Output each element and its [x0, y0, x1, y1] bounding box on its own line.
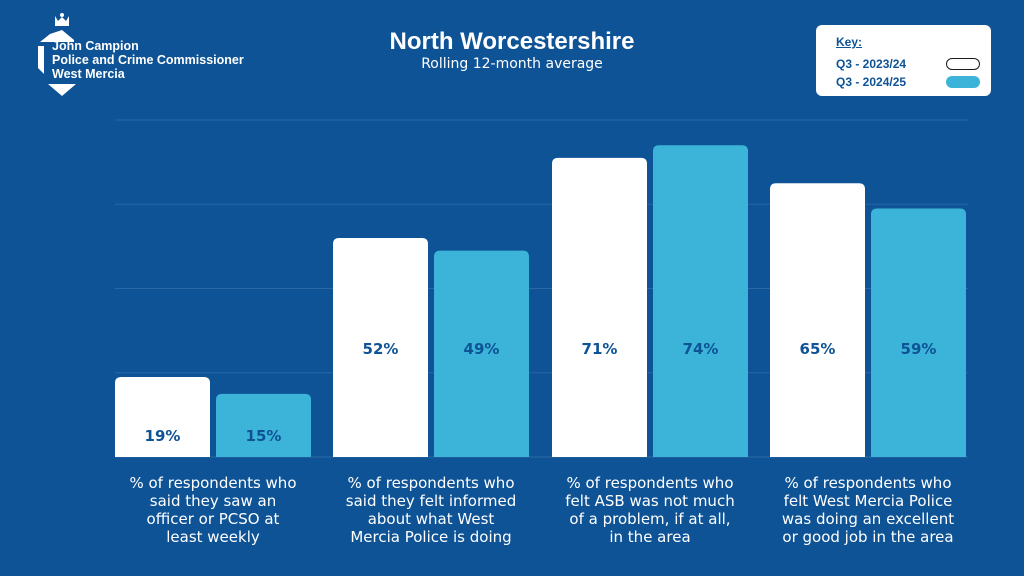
bar-2023-24-4	[770, 183, 865, 457]
bar-2024-25-2	[434, 250, 529, 457]
category-label-line: was doing an excellent	[781, 510, 955, 528]
legend-label-2024: Q3 - 2024/25	[836, 75, 907, 89]
category-label-line: % of respondents who	[129, 474, 297, 492]
data-label-2024-25-1: 15%	[246, 427, 282, 445]
logo-line-role: Police and Crime Commissioner	[52, 53, 244, 67]
data-label-2024-25-3: 74%	[683, 340, 719, 358]
category-label-line: % of respondents who	[566, 474, 734, 492]
chart-subtitle: Rolling 12-month average	[421, 56, 603, 72]
category-label-line: about what West	[367, 510, 495, 528]
category-label-line: in the area	[609, 528, 691, 546]
data-label-2023-24-4: 65%	[800, 340, 836, 358]
legend-title: Key:	[836, 35, 863, 49]
legend-swatch-2023	[946, 58, 980, 70]
category-label-line: % of respondents who	[347, 474, 515, 492]
category-label-line: officer or PCSO at	[146, 510, 280, 528]
data-label-2023-24-2: 52%	[363, 340, 399, 358]
data-label-2024-25-4: 59%	[901, 340, 937, 358]
category-label-line: least weekly	[166, 528, 260, 546]
bar-2024-25-4	[871, 208, 966, 457]
legend: Key: Q3 - 2023/24 Q3 - 2024/25	[816, 25, 991, 96]
category-label-line: or good job in the area	[782, 528, 954, 546]
category-label-1: % of respondents who said they saw an offi…	[113, 474, 313, 546]
bar-2023-24-2	[333, 237, 428, 457]
category-label-4: % of respondents who felt West Mercia Pol…	[768, 474, 968, 546]
category-label-line: said they felt informed	[345, 492, 517, 510]
category-label-line: % of respondents who	[784, 474, 952, 492]
chart-title: North Worcestershire	[389, 28, 635, 55]
category-label-line: felt West Mercia Police	[783, 492, 953, 510]
pcc-logo: John Campion Police and Crime Commission…	[30, 12, 260, 102]
legend-label-2023: Q3 - 2023/24	[836, 57, 907, 71]
category-label-2: % of respondents who said they felt infor…	[331, 474, 531, 546]
bar-2023-24-3	[552, 157, 647, 457]
data-label-2023-24-3: 71%	[582, 340, 618, 358]
logo-line-name: John Campion	[52, 39, 139, 53]
category-label-line: said they saw an	[149, 492, 277, 510]
bar-2024-25-1	[216, 393, 311, 457]
category-label-line: of a problem, if at all,	[569, 510, 731, 528]
legend-swatch-2024	[946, 76, 980, 88]
category-label-line: felt ASB was not much	[565, 492, 735, 510]
bar-2023-24-1	[115, 376, 210, 457]
crown-logo-icon	[38, 13, 76, 96]
logo-line-area: West Mercia	[52, 67, 125, 81]
bar-2024-25-3	[653, 145, 748, 457]
category-label-line: Mercia Police is doing	[350, 528, 512, 546]
data-label-2023-24-1: 19%	[145, 427, 181, 445]
data-label-2024-25-2: 49%	[464, 340, 500, 358]
category-label-3: % of respondents who felt ASB was not muc…	[550, 474, 750, 546]
